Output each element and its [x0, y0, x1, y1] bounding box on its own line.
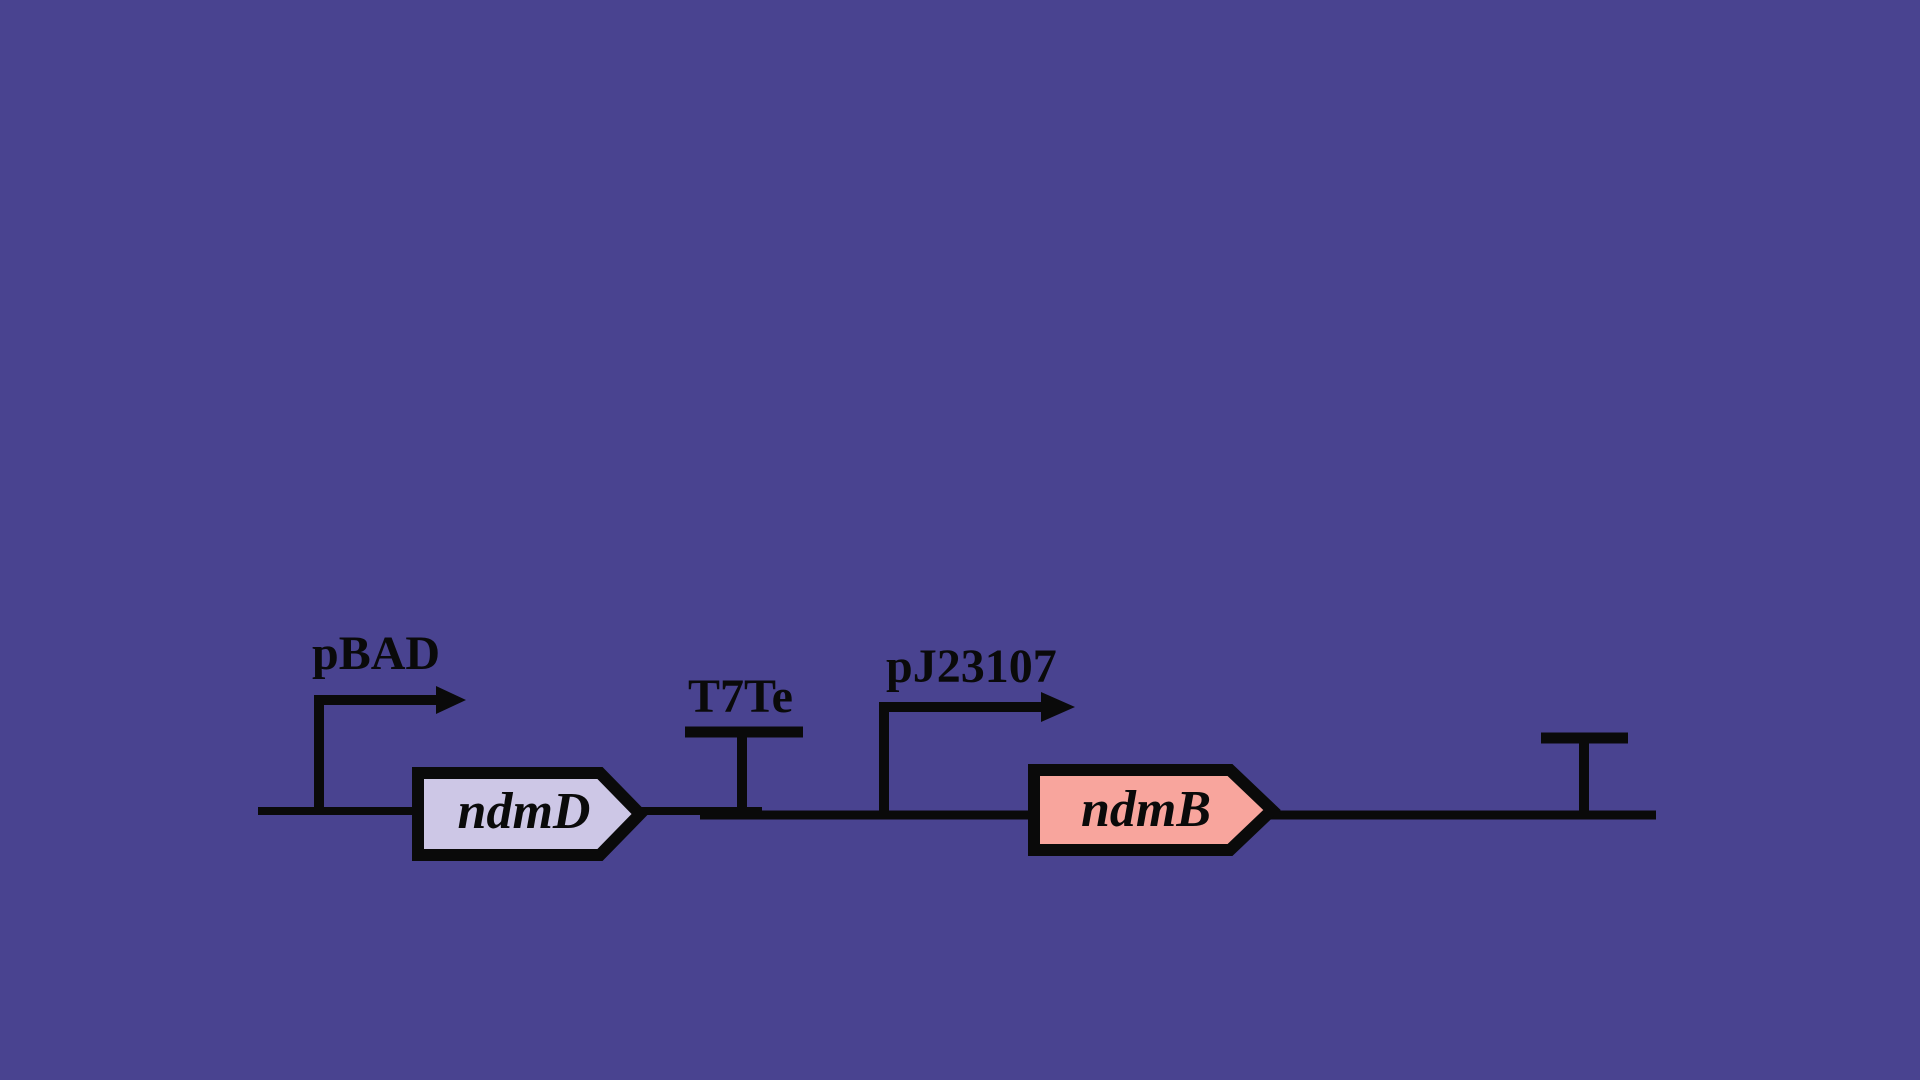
gene-label-ndmb: ndmB	[1081, 781, 1211, 838]
promoter-label-pbad: pBAD	[312, 627, 440, 680]
terminator-label-t7te: T7Te	[688, 670, 793, 723]
gene-arrow-ndmd	[412, 767, 649, 861]
promoter-label-pj23107: pJ23107	[886, 640, 1057, 693]
promoter-pj23107: pJ23107	[879, 640, 1075, 817]
terminator-t7te: T7Te	[685, 670, 803, 816]
gene-ndmb: ndmB	[1028, 764, 1281, 856]
gene-label-ndmd: ndmD	[458, 783, 591, 840]
gene-ndmd: ndmD	[412, 767, 649, 861]
promoter-arrowhead-icon	[436, 686, 466, 714]
promoter-arrow-shaft	[879, 702, 1043, 817]
terminator-right	[1541, 732, 1628, 818]
promoter-arrow-shaft	[314, 695, 438, 813]
gene-arrow-ndmb	[1028, 764, 1281, 856]
promoter-arrowhead-icon	[1041, 692, 1075, 722]
promoter-pbad: pBAD	[312, 627, 466, 813]
